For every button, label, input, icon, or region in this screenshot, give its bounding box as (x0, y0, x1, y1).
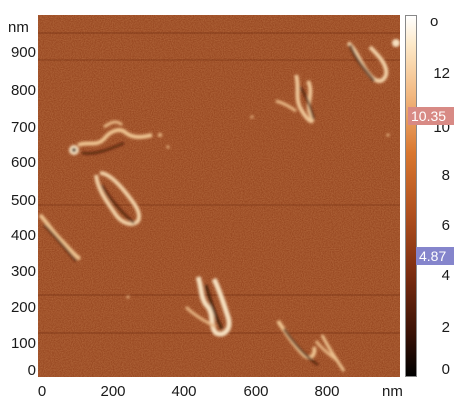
colorbar-tick-0: 0 (441, 361, 450, 378)
surface-features (38, 39, 400, 372)
scan-texture (38, 15, 400, 377)
y-tick-500: 500 (10, 192, 36, 209)
colorbar-tick-6: 6 (441, 217, 450, 234)
afm-scan-image (38, 15, 400, 377)
colorbar-tick-4: 4 (441, 267, 450, 284)
y-tick-600: 600 (10, 154, 36, 171)
x-tick-600: 600 (243, 383, 269, 400)
y-tick-0: 0 (27, 362, 36, 379)
y-axis-unit: nm (8, 19, 29, 36)
y-tick-700: 700 (10, 119, 36, 136)
x-tick-0: 0 (37, 383, 47, 400)
y-tick-900: 900 (10, 44, 36, 61)
colorbar-marker-high[interactable]: 10.35 (408, 107, 454, 125)
x-tick-200: 200 (100, 383, 126, 400)
colorbar-marker-low[interactable]: 4.87 (416, 247, 454, 265)
colorbar-tick-8: 8 (441, 167, 450, 184)
x-axis-unit: nm (382, 383, 403, 400)
x-tick-800: 800 (314, 383, 340, 400)
height-colorbar (405, 15, 417, 377)
x-tick-400: 400 (171, 383, 197, 400)
y-tick-100: 100 (10, 335, 36, 352)
colorbar-tick-2: 2 (441, 319, 450, 336)
colorbar-unit: o (430, 13, 439, 30)
y-tick-300: 300 (10, 263, 36, 280)
y-tick-400: 400 (10, 227, 36, 244)
y-tick-800: 800 (10, 82, 36, 99)
y-tick-200: 200 (10, 299, 36, 316)
colorbar-tick-12: 12 (433, 65, 450, 82)
